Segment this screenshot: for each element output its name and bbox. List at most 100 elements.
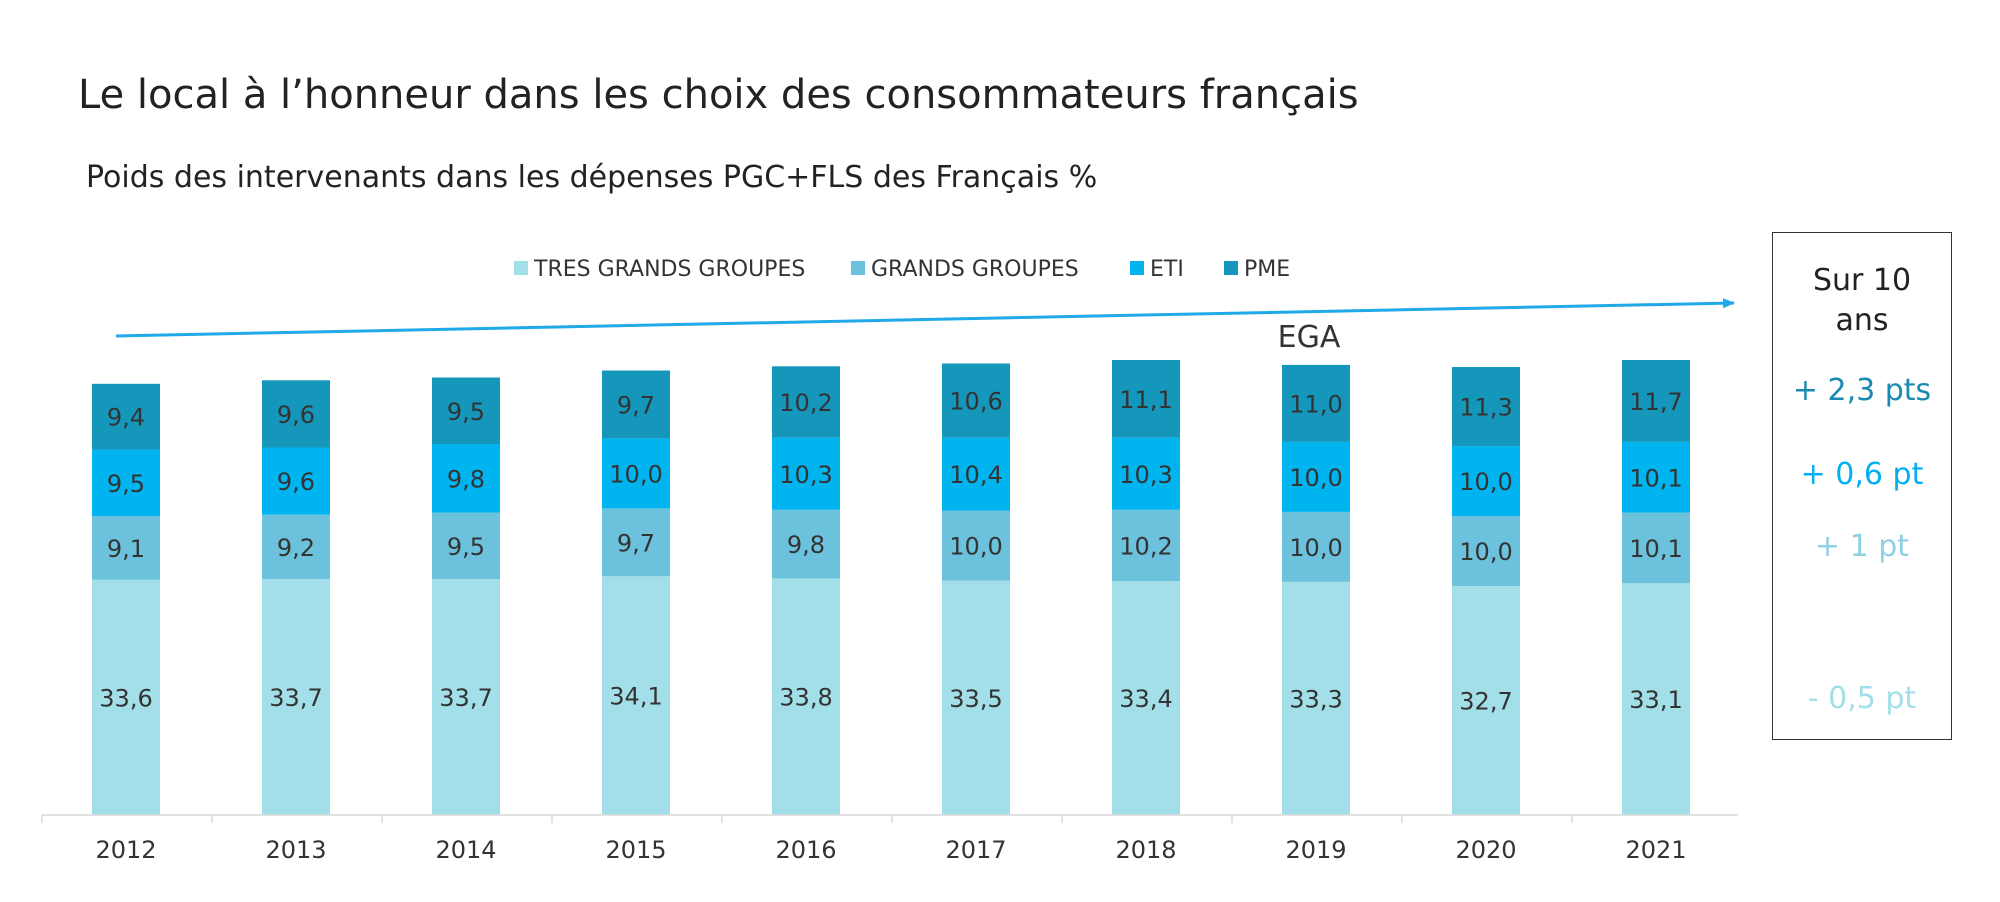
data-label-tres-grands-groupes-2015: 34,1 xyxy=(609,683,662,711)
bar-pme-2015 xyxy=(602,370,670,439)
data-label-tres-grands-groupes-2019: 33,3 xyxy=(1289,685,1342,713)
data-label-eti-2017: 10,4 xyxy=(949,461,1002,489)
bar-tres-grands-groupes-2018 xyxy=(1112,581,1180,815)
bar-eti-2014 xyxy=(432,444,500,513)
data-label-eti-2015: 10,0 xyxy=(609,460,662,488)
ega-annotation: EGA xyxy=(1278,320,1341,355)
bar-pme-2020 xyxy=(1452,367,1520,447)
legend-label-pme: PME xyxy=(1244,257,1290,282)
bar-eti-2019 xyxy=(1282,441,1350,512)
data-label-grands-groupes-2013: 9,2 xyxy=(277,534,315,562)
data-label-tres-grands-groupes-2013: 33,7 xyxy=(269,684,322,712)
bar-grands-groupes-2013 xyxy=(262,514,330,580)
bar-grands-groupes-2015 xyxy=(602,508,670,577)
data-label-eti-2021: 10,1 xyxy=(1629,464,1682,492)
x-tick-label-2021: 2021 xyxy=(1625,836,1686,864)
data-label-pme-2020: 11,3 xyxy=(1459,394,1512,422)
data-label-eti-2012: 9,5 xyxy=(107,470,145,498)
bar-eti-2016 xyxy=(772,437,840,510)
legend-swatch-grands-groupes xyxy=(851,261,865,275)
x-tick-label-2015: 2015 xyxy=(605,836,666,864)
data-label-tres-grands-groupes-2017: 33,5 xyxy=(949,685,1002,713)
legend-label-tres-grands-groupes: TRES GRANDS GROUPES xyxy=(533,257,805,282)
trend-arrow xyxy=(115,298,1735,338)
data-label-eti-2020: 10,0 xyxy=(1459,468,1512,496)
x-tick-label-2018: 2018 xyxy=(1115,836,1176,864)
bar-eti-2017 xyxy=(942,437,1010,511)
bar-grands-groupes-2020 xyxy=(1452,516,1520,587)
summary-heading-line2: ans xyxy=(1835,303,1889,338)
bar-grands-groupes-2018 xyxy=(1112,509,1180,582)
summary-heading: Sur 10 ans xyxy=(1773,261,1951,341)
data-label-pme-2019: 11,0 xyxy=(1289,390,1342,418)
summary-eti-change: + 0,6 pt xyxy=(1800,457,1924,492)
bar-tres-grands-groupes-2014 xyxy=(432,579,500,815)
x-tick-label-2016: 2016 xyxy=(775,836,836,864)
bar-eti-2021 xyxy=(1622,441,1690,513)
bar-tres-grands-groupes-2012 xyxy=(92,579,160,815)
x-tick-label-2019: 2019 xyxy=(1285,836,1346,864)
legend-swatch-eti xyxy=(1130,261,1144,275)
bar-eti-2015 xyxy=(602,438,670,509)
legend-label-eti: ETI xyxy=(1150,257,1184,282)
bar-tres-grands-groupes-2016 xyxy=(772,578,840,815)
page-title: Le local à l’honneur dans les choix des … xyxy=(78,72,1359,118)
x-tick-label-2014: 2014 xyxy=(435,836,496,864)
bar-tres-grands-groupes-2013 xyxy=(262,579,330,815)
data-label-eti-2014: 9,8 xyxy=(447,465,485,493)
bar-pme-2017 xyxy=(942,363,1010,438)
data-label-tres-grands-groupes-2012: 33,6 xyxy=(99,684,152,712)
summary-heading-line1: Sur 10 xyxy=(1812,263,1912,298)
bar-grands-groupes-2016 xyxy=(772,509,840,579)
data-label-eti-2013: 9,6 xyxy=(277,468,315,496)
bar-eti-2018 xyxy=(1112,437,1180,510)
data-label-pme-2016: 10,2 xyxy=(779,389,832,417)
data-label-pme-2021: 11,7 xyxy=(1629,388,1682,416)
data-label-grands-groupes-2020: 10,0 xyxy=(1459,538,1512,566)
data-label-pme-2018: 11,1 xyxy=(1119,386,1172,414)
data-label-grands-groupes-2016: 9,8 xyxy=(787,531,825,559)
data-label-eti-2019: 10,0 xyxy=(1289,464,1342,492)
bar-pme-2021 xyxy=(1622,360,1690,442)
data-label-pme-2015: 9,7 xyxy=(617,391,655,419)
x-tick-label-2012: 2012 xyxy=(95,836,156,864)
bar-pme-2014 xyxy=(432,377,500,444)
data-label-tres-grands-groupes-2016: 33,8 xyxy=(779,684,832,712)
x-tick-label-2017: 2017 xyxy=(945,836,1006,864)
bar-grands-groupes-2019 xyxy=(1282,511,1350,582)
data-label-grands-groupes-2021: 10,1 xyxy=(1629,535,1682,563)
data-label-grands-groupes-2017: 10,0 xyxy=(949,533,1002,561)
data-label-grands-groupes-2014: 9,5 xyxy=(447,533,485,561)
data-label-tres-grands-groupes-2018: 33,4 xyxy=(1119,685,1172,713)
summary-pme-change: + 2,3 pts xyxy=(1792,373,1932,408)
bar-grands-groupes-2017 xyxy=(942,510,1010,581)
bar-grands-groupes-2014 xyxy=(432,512,500,580)
bar-grands-groupes-2021 xyxy=(1622,512,1690,584)
bar-pme-2018 xyxy=(1112,360,1180,438)
bar-grands-groupes-2012 xyxy=(92,516,160,580)
bar-eti-2020 xyxy=(1452,446,1520,517)
bar-tres-grands-groupes-2020 xyxy=(1452,586,1520,815)
data-label-grands-groupes-2018: 10,2 xyxy=(1119,533,1172,561)
data-label-grands-groupes-2019: 10,0 xyxy=(1289,534,1342,562)
data-label-pme-2012: 9,4 xyxy=(107,404,145,432)
data-label-tres-grands-groupes-2014: 33,7 xyxy=(439,684,492,712)
summary-tres-grands-groupes-change: - 0,5 pt xyxy=(1807,681,1917,716)
data-label-pme-2013: 9,6 xyxy=(277,401,315,429)
bar-eti-2012 xyxy=(92,449,160,517)
data-label-tres-grands-groupes-2021: 33,1 xyxy=(1629,686,1682,714)
data-label-grands-groupes-2012: 9,1 xyxy=(107,535,145,563)
bar-tres-grands-groupes-2015 xyxy=(602,576,670,815)
chart-subtitle: Poids des intervenants dans les dépenses… xyxy=(86,160,1098,195)
summary-grands-groupes-change: + 1 pt xyxy=(1814,529,1910,564)
bar-pme-2019 xyxy=(1282,364,1350,442)
data-label-tres-grands-groupes-2020: 32,7 xyxy=(1459,688,1512,716)
bar-tres-grands-groupes-2017 xyxy=(942,580,1010,815)
bar-pme-2013 xyxy=(262,380,330,448)
x-tick-label-2013: 2013 xyxy=(265,836,326,864)
legend-swatch-tres-grands-groupes xyxy=(514,261,528,275)
data-label-pme-2014: 9,5 xyxy=(447,398,485,426)
data-label-grands-groupes-2015: 9,7 xyxy=(617,529,655,557)
legend-swatch-pme xyxy=(1224,261,1238,275)
